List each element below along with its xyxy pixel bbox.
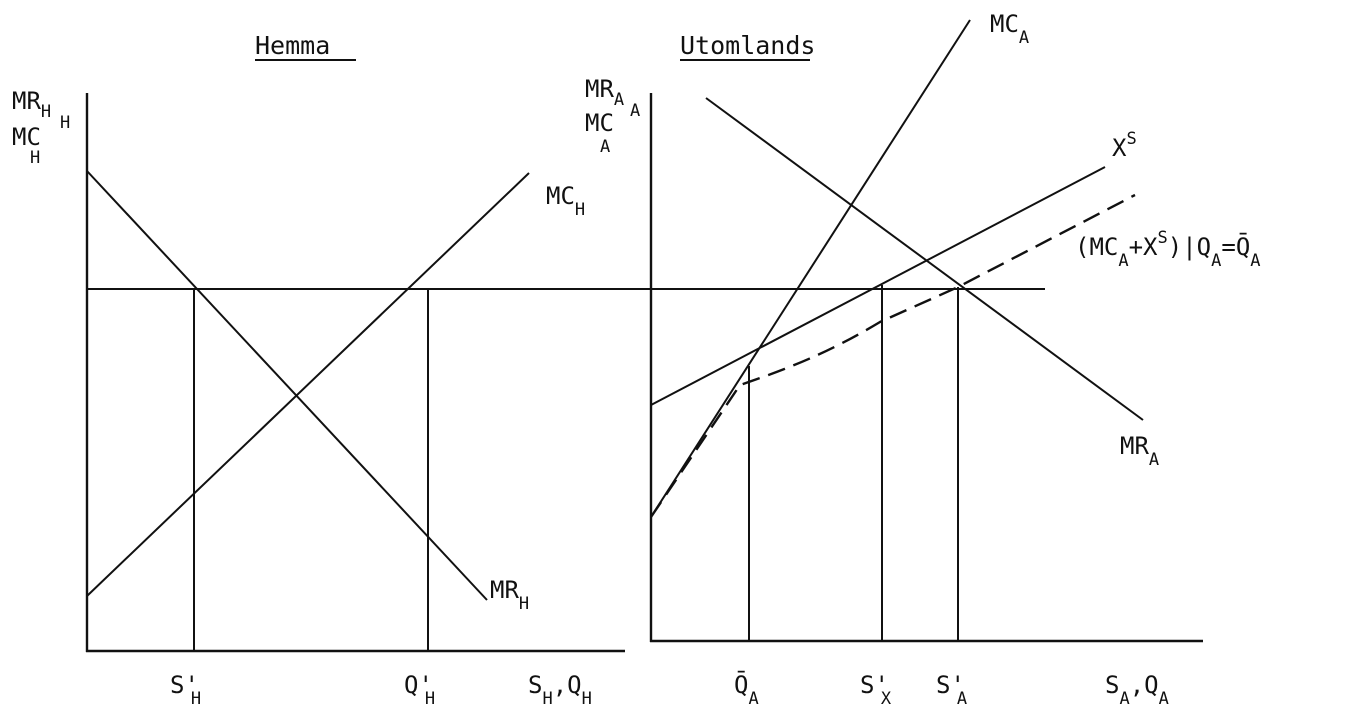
qbar-a-tick: Q̄A [734, 670, 759, 709]
right-y-label-mc: MC [585, 109, 614, 137]
combined-mc-xs-curve [650, 193, 1136, 518]
mc-a-curve [650, 19, 971, 518]
xs-label: XS [1112, 129, 1137, 162]
left-panel: Hemma MRH MC H H MRH MCH S'H Q'H SH,QH [12, 31, 1045, 709]
right-y-label-mc-sub: A [600, 137, 610, 157]
xs-curve [650, 166, 1106, 406]
mr-h-label: MRH [490, 576, 529, 614]
left-panel-title: Hemma [255, 31, 330, 60]
right-y-label-mr: MRA [585, 75, 624, 110]
left-y-label-mr: MRH [12, 87, 51, 122]
mr-a-label: MRA [1120, 432, 1159, 470]
combined-curve-label: (MCA+XS)|QA=Q̄A [1075, 228, 1261, 271]
q-h-prime-tick: Q'H [404, 671, 435, 709]
left-y-label-mc-sub: H [30, 148, 40, 168]
mc-h-curve [86, 172, 530, 597]
s-h-prime-tick: S'H [170, 671, 201, 709]
left-y-label-mc-sup: H [60, 113, 70, 133]
mc-a-label: MCA [990, 10, 1029, 48]
right-x-axis-label: SA,QA [1105, 671, 1169, 709]
left-x-axis-label: SH,QH [528, 671, 592, 709]
right-y-label-mc-sup: A [630, 101, 640, 121]
s-a-prime-tick: S'A [936, 671, 967, 709]
mr-h-curve [86, 170, 488, 601]
s-x-prime-tick: S'X [860, 671, 892, 709]
right-panel: Utomlands MRA MC A A MCA XS MRA (MCA+XS)… [585, 10, 1261, 709]
mc-h-label: MCH [546, 182, 585, 220]
left-y-label-mc: MC [12, 123, 41, 151]
mr-a-curve [705, 97, 1144, 421]
right-panel-title: Utomlands [680, 31, 815, 60]
